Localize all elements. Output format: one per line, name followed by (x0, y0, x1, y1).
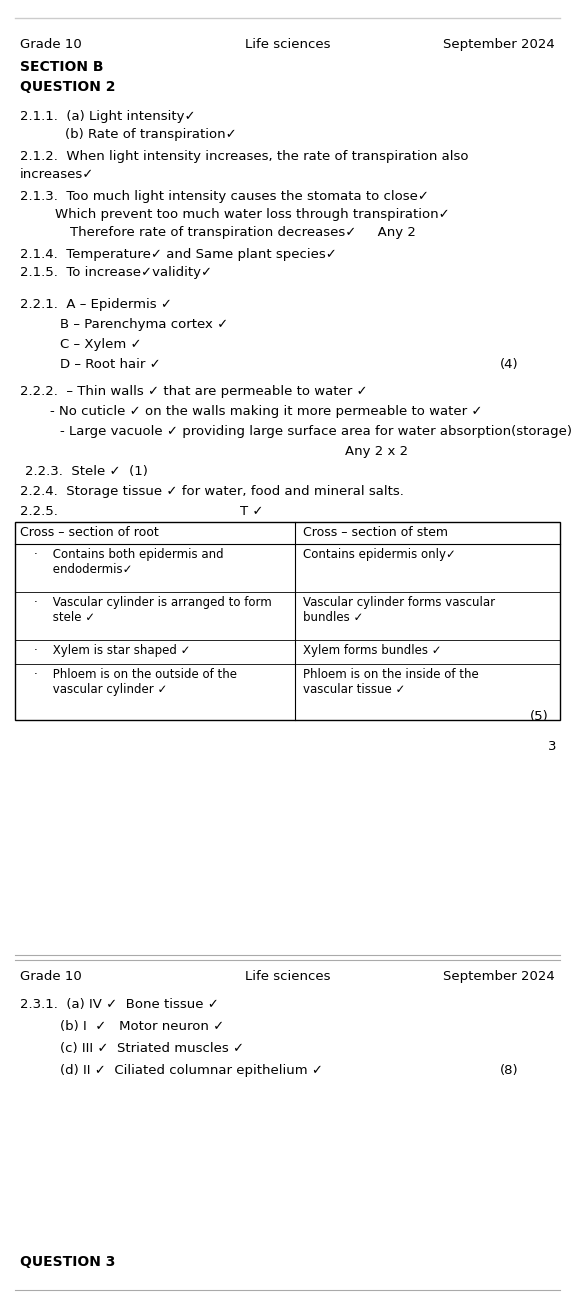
Text: 2.1.3.  Too much light intensity causes the stomata to close✓: 2.1.3. Too much light intensity causes t… (20, 191, 429, 204)
Bar (15, 522, 560, 720)
Text: Xylem forms bundles ✓: Xylem forms bundles ✓ (303, 643, 442, 656)
Text: increases✓: increases✓ (20, 168, 94, 181)
Text: 2.3.1.  (a) IV ✓  Bone tissue ✓: 2.3.1. (a) IV ✓ Bone tissue ✓ (20, 998, 219, 1011)
Text: T ✓: T ✓ (240, 505, 263, 518)
Text: Life sciences: Life sciences (245, 38, 330, 51)
Text: SECTION B: SECTION B (20, 60, 104, 74)
Text: 2.1.4.  Temperature✓ and Same plant species✓: 2.1.4. Temperature✓ and Same plant speci… (20, 248, 337, 261)
Text: September 2024: September 2024 (443, 970, 555, 983)
Text: - No cuticle ✓ on the walls making it more permeable to water ✓: - No cuticle ✓ on the walls making it mo… (50, 405, 482, 418)
Text: (d) II ✓  Ciliated columnar epithelium ✓: (d) II ✓ Ciliated columnar epithelium ✓ (60, 1064, 323, 1077)
Text: QUESTION 2: QUESTION 2 (20, 80, 116, 94)
Text: ·    Xylem is star shaped ✓: · Xylem is star shaped ✓ (19, 643, 190, 656)
Text: 2.2.2.  – Thin walls ✓ that are permeable to water ✓: 2.2.2. – Thin walls ✓ that are permeable… (20, 385, 367, 398)
Text: B – Parenchyma cortex ✓: B – Parenchyma cortex ✓ (60, 318, 228, 331)
Text: C – Xylem ✓: C – Xylem ✓ (60, 338, 141, 351)
Text: 2.1.2.  When light intensity increases, the rate of transpiration also: 2.1.2. When light intensity increases, t… (20, 150, 469, 163)
Text: Phloem is on the inside of the
vascular tissue ✓: Phloem is on the inside of the vascular … (303, 668, 479, 696)
Text: Grade 10: Grade 10 (20, 970, 82, 983)
Text: QUESTION 3: QUESTION 3 (20, 1255, 116, 1268)
Text: (5): (5) (530, 710, 549, 723)
Text: Cross – section of stem: Cross – section of stem (303, 526, 448, 539)
Text: (8): (8) (500, 1064, 519, 1077)
Text: Therefore rate of transpiration decreases✓     Any 2: Therefore rate of transpiration decrease… (70, 226, 416, 239)
Text: 2.2.5.: 2.2.5. (20, 505, 58, 518)
Text: ·    Phloem is on the outside of the
         vascular cylinder ✓: · Phloem is on the outside of the vascul… (19, 668, 237, 696)
Text: Contains epidermis only✓: Contains epidermis only✓ (303, 548, 456, 561)
Text: 2.2.3.  Stele ✓  (1): 2.2.3. Stele ✓ (1) (25, 465, 148, 478)
Text: 2.1.5.  To increase✓validity✓: 2.1.5. To increase✓validity✓ (20, 266, 212, 279)
Text: 3: 3 (548, 740, 557, 753)
Text: (c) III ✓  Striated muscles ✓: (c) III ✓ Striated muscles ✓ (60, 1041, 244, 1054)
Text: September 2024: September 2024 (443, 38, 555, 51)
Text: ·    Vascular cylinder is arranged to form
         stele ✓: · Vascular cylinder is arranged to form … (19, 596, 272, 624)
Text: D – Root hair ✓: D – Root hair ✓ (60, 358, 161, 371)
Text: 2.2.4.  Storage tissue ✓ for water, food and mineral salts.: 2.2.4. Storage tissue ✓ for water, food … (20, 485, 404, 499)
Text: ·    Contains both epidermis and
         endodermis✓: · Contains both epidermis and endodermis… (19, 548, 224, 576)
Text: Vascular cylinder forms vascular
bundles ✓: Vascular cylinder forms vascular bundles… (303, 596, 495, 624)
Text: Which prevent too much water loss through transpiration✓: Which prevent too much water loss throug… (55, 207, 450, 221)
Text: (b) I  ✓   Motor neuron ✓: (b) I ✓ Motor neuron ✓ (60, 1021, 224, 1034)
Text: - Large vacuole ✓ providing large surface area for water absorption(storage): - Large vacuole ✓ providing large surfac… (60, 425, 572, 438)
Text: Any 2 x 2: Any 2 x 2 (345, 445, 408, 458)
Text: Cross – section of root: Cross – section of root (20, 526, 159, 539)
Text: 2.2.1.  A – Epidermis ✓: 2.2.1. A – Epidermis ✓ (20, 298, 172, 311)
Text: 2.1.1.  (a) Light intensity✓: 2.1.1. (a) Light intensity✓ (20, 110, 196, 123)
Text: (4): (4) (500, 358, 519, 371)
Text: (b) Rate of transpiration✓: (b) Rate of transpiration✓ (65, 128, 237, 141)
Text: Life sciences: Life sciences (245, 970, 330, 983)
Text: Grade 10: Grade 10 (20, 38, 82, 51)
